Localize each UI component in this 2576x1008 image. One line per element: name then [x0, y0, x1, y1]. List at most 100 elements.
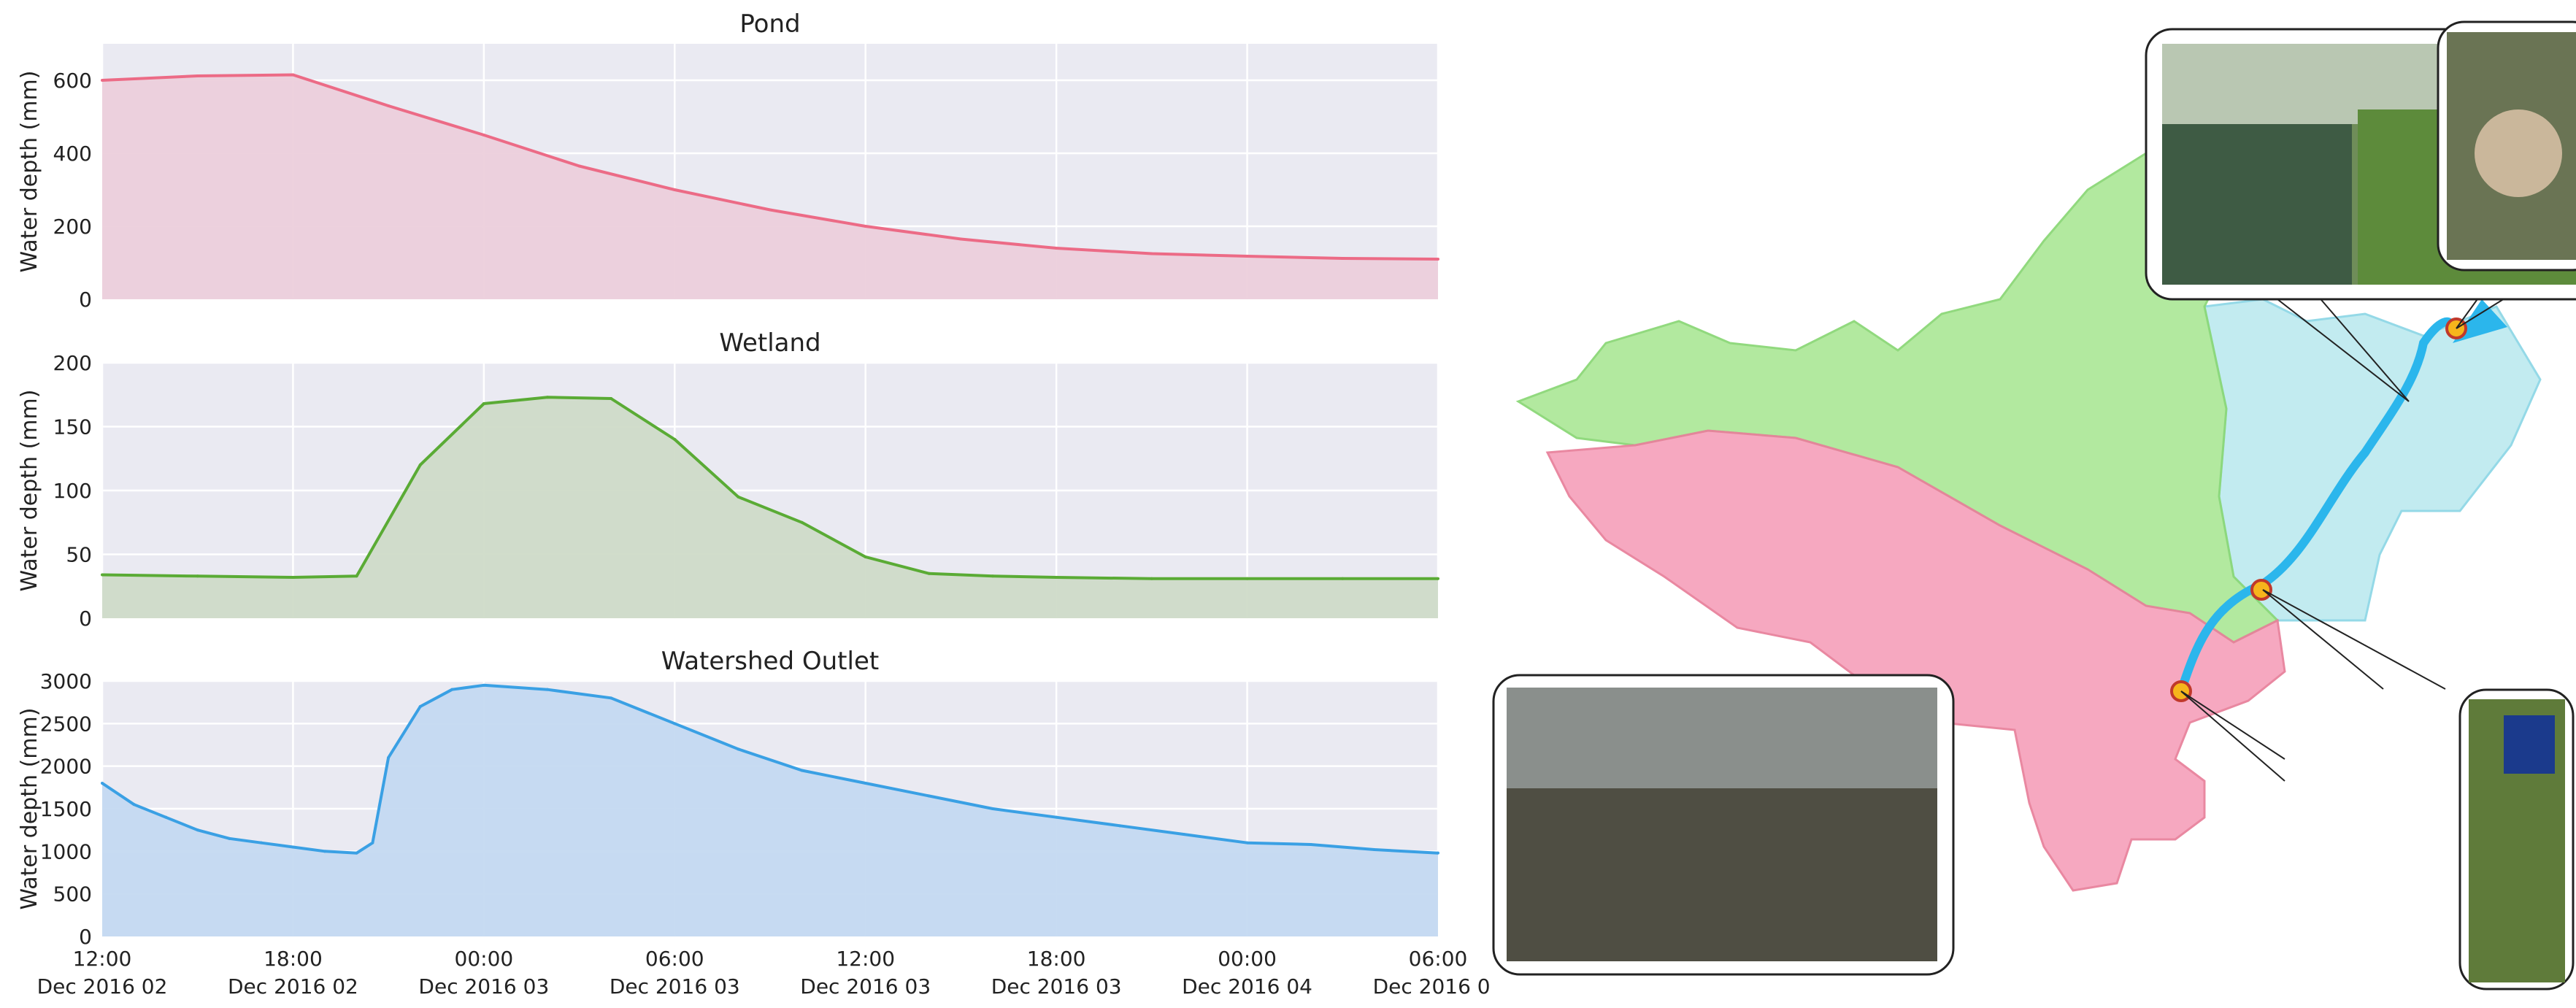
series-area	[102, 397, 1438, 618]
y-axis-label: Water depth (mm)	[17, 708, 42, 910]
y-tick-label: 0	[79, 288, 92, 312]
data-point	[673, 438, 677, 441]
x-tick-time-label: 18:00	[1027, 947, 1086, 971]
x-tick-time-label: 12:00	[836, 947, 895, 971]
data-point	[482, 402, 485, 405]
x-tick-date-label: Dec 2016 04	[1373, 974, 1489, 999]
data-point	[291, 73, 295, 77]
data-point	[196, 574, 199, 578]
photo-wetland-callout	[2458, 688, 2575, 990]
y-tick-label: 0	[79, 925, 92, 949]
x-tick-date-label: Dec 2016 03	[418, 974, 549, 999]
x-tick-date-label: Dec 2016 03	[610, 974, 740, 999]
data-point	[737, 747, 740, 751]
y-tick-label: 500	[53, 882, 92, 907]
y-tick-label: 100	[53, 479, 92, 503]
y-tick-label: 200	[53, 215, 92, 239]
data-point	[482, 134, 485, 136]
data-point	[1055, 576, 1058, 579]
data-point	[546, 396, 549, 399]
series-area	[102, 74, 1438, 299]
data-point	[927, 572, 931, 575]
data-point	[450, 688, 454, 691]
x-tick-time-label: 06:00	[1409, 947, 1468, 971]
data-point	[1055, 815, 1058, 819]
data-point	[1245, 255, 1249, 258]
series-area	[102, 685, 1438, 936]
x-tick-time-label: 12:00	[73, 947, 132, 971]
data-point	[1309, 843, 1312, 846]
data-point	[800, 769, 804, 772]
data-point	[101, 782, 104, 785]
x-tick-date-label: Dec 2016 02	[37, 974, 168, 999]
stream	[2177, 317, 2457, 696]
data-point	[1341, 577, 1345, 580]
data-point	[1150, 252, 1153, 255]
data-point	[1118, 824, 1122, 828]
data-point	[991, 807, 994, 810]
y-tick-label: 400	[53, 142, 92, 166]
data-point	[610, 696, 613, 700]
photo-outlet-callout	[2437, 20, 2576, 272]
y-tick-label: 50	[66, 543, 92, 567]
x-tick-time-label: 00:00	[1218, 947, 1277, 971]
data-point	[387, 104, 391, 107]
data-point	[610, 397, 613, 400]
data-point	[418, 705, 422, 708]
callout-lines	[2180, 262, 2563, 782]
data-point	[101, 573, 104, 577]
data-point	[800, 520, 804, 524]
data-point	[291, 576, 295, 579]
data-point	[355, 574, 358, 578]
data-point	[371, 841, 374, 845]
outlet-subwatershed	[2203, 298, 2542, 622]
data-point	[577, 164, 581, 168]
y-tick-label: 150	[53, 415, 92, 439]
sensor-wetland-marker	[2250, 579, 2272, 601]
pond-subwatershed	[1545, 429, 2286, 892]
data-point	[1437, 577, 1439, 580]
data-point	[291, 845, 295, 849]
y-tick-label: 1000	[40, 839, 92, 863]
data-point	[673, 722, 677, 726]
data-point	[164, 815, 168, 819]
data-point	[1150, 577, 1153, 580]
data-point	[864, 225, 867, 228]
data-point	[196, 74, 199, 77]
data-point	[1182, 833, 1185, 836]
y-tick-label: 3000	[40, 669, 92, 693]
data-point	[132, 803, 136, 807]
x-tick-time-label: 00:00	[455, 947, 514, 971]
y-tick-label: 1500	[40, 797, 92, 821]
data-point	[673, 188, 677, 191]
watershed-map-panel	[1492, 20, 2576, 990]
data-point	[259, 841, 263, 845]
y-tick-label: 200	[53, 351, 92, 375]
y-axis-label: Water depth (mm)	[17, 71, 42, 273]
y-tick-label: 0	[79, 607, 92, 631]
data-point	[1055, 247, 1058, 250]
y-tick-label: 2000	[40, 755, 92, 779]
data-point	[1437, 258, 1439, 261]
data-point	[927, 794, 931, 798]
data-point	[482, 683, 485, 687]
data-point	[228, 836, 231, 840]
data-point	[1245, 841, 1249, 845]
data-point	[1245, 577, 1249, 580]
data-point	[196, 828, 199, 832]
photo-pond-outflow-callout	[1492, 674, 1955, 976]
chart-title: Watershed Outlet	[661, 647, 879, 676]
data-point	[864, 555, 867, 558]
x-tick-date-label: Dec 2016 03	[991, 974, 1122, 999]
y-axis-label: Water depth (mm)	[17, 390, 42, 592]
data-point	[769, 208, 772, 212]
data-point	[864, 782, 867, 785]
data-point	[355, 851, 358, 855]
data-point	[1437, 851, 1439, 855]
y-tick-label: 2500	[40, 712, 92, 736]
data-point	[418, 463, 422, 466]
watershed-map	[1515, 151, 2542, 892]
data-point	[101, 79, 104, 82]
charts-panel: 0 200 400 600 Pond Water depth (mm) 0 50 100 150 2…	[17, 9, 1489, 999]
data-point	[1372, 848, 1376, 851]
